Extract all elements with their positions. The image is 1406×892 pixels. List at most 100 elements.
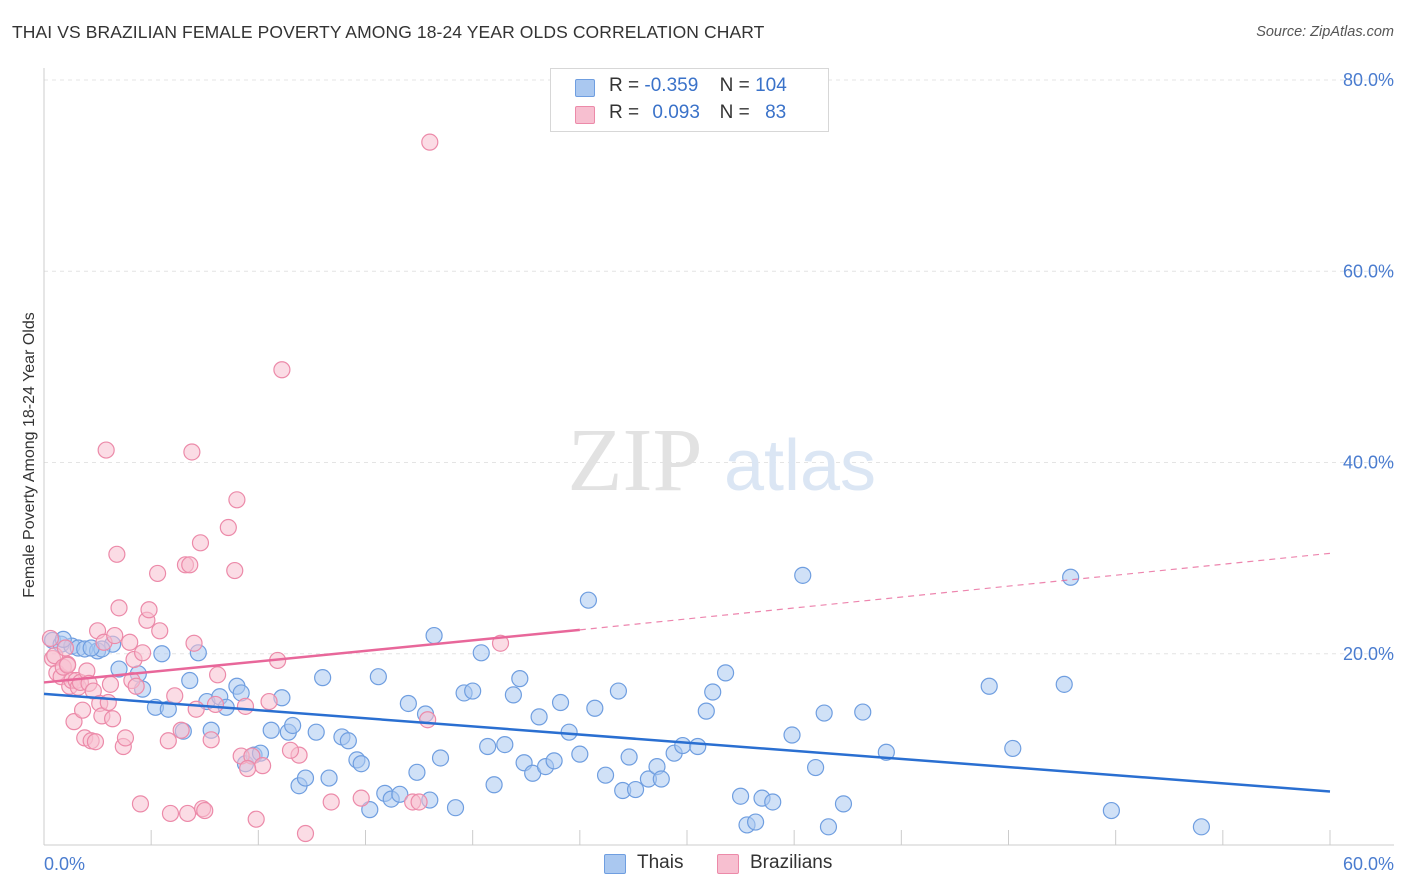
x-tick-label: 60.0% <box>1343 854 1394 874</box>
brazilian-point <box>219 518 237 537</box>
legend-r-label: R = <box>609 75 640 96</box>
thai-point <box>339 732 357 750</box>
thai-point <box>153 645 171 663</box>
brazilian-point <box>254 757 272 775</box>
thai-point <box>1192 818 1211 836</box>
thai-point <box>530 708 548 726</box>
thai-point <box>815 704 833 722</box>
legend-n-value: 104 <box>755 75 787 96</box>
watermark-atlas: atlas <box>724 426 876 506</box>
brazilian-point <box>322 793 340 811</box>
correlation-legend: R = -0.359 N = 104 R = 0.093 N = 83 <box>550 68 829 132</box>
thai-point <box>446 799 465 817</box>
brazilian-point <box>58 656 77 674</box>
brazilian-point <box>73 701 92 719</box>
thai-point <box>296 769 315 787</box>
brazilians-swatch <box>575 106 595 124</box>
thai-point <box>504 686 522 704</box>
brazilian-point <box>239 759 257 778</box>
thai-point <box>545 752 563 770</box>
brazilian-point <box>260 692 278 711</box>
legend-n-value: 83 <box>765 102 787 123</box>
thai-point <box>431 749 450 767</box>
legend-label-thais: Thais <box>637 852 684 873</box>
thai-point <box>794 566 812 584</box>
thai-point <box>369 668 387 686</box>
trend-lines <box>43 552 1331 793</box>
thai-point <box>361 801 379 819</box>
thai-point <box>652 770 670 788</box>
x-tick-label: 0.0% <box>44 854 85 874</box>
brazilian-point <box>103 710 122 728</box>
thai-point <box>511 670 529 688</box>
thai-point <box>472 644 490 662</box>
thai-point <box>314 669 332 687</box>
thai-point <box>408 763 426 781</box>
y-tick-label: 60.0% <box>1343 261 1394 281</box>
thai-point <box>746 813 765 831</box>
y-tick-label: 80.0% <box>1343 70 1394 90</box>
thai-point <box>262 721 280 739</box>
tick-labels: 20.0% 40.0% 60.0% 80.0% 0.0% 60.0% <box>44 70 1394 874</box>
y-tick-label: 40.0% <box>1343 453 1394 473</box>
brazilian-point <box>179 804 197 823</box>
brazilian-point <box>159 732 177 750</box>
brazilian-point <box>86 733 105 751</box>
thai-point <box>620 748 638 766</box>
source-credit: Source: ZipAtlas.com <box>1256 24 1394 40</box>
thai-point <box>496 735 514 754</box>
axes <box>43 68 1394 846</box>
brazilian-point <box>352 789 370 807</box>
brazilian-point <box>421 133 439 151</box>
legend-label-brazilians: Brazilians <box>750 852 833 873</box>
brazilian-point <box>419 711 437 729</box>
thai-point <box>764 793 782 811</box>
thai-point <box>697 702 715 720</box>
thais-trend-line <box>43 692 1331 793</box>
y-tick-label: 20.0% <box>1343 644 1394 664</box>
thai-point <box>320 769 338 787</box>
brazilian-point <box>56 639 75 657</box>
thais-swatch <box>604 854 626 874</box>
brazilians-trend-extension <box>579 552 1331 631</box>
legend-r-value: 0.093 <box>652 102 700 123</box>
thai-point <box>284 716 302 735</box>
thai-point <box>731 787 750 805</box>
brazilian-point <box>247 810 265 828</box>
brazilian-point <box>183 443 201 461</box>
thai-point <box>834 795 853 813</box>
legend-r-value: -0.359 <box>644 75 699 96</box>
thai-point <box>485 776 503 794</box>
brazilian-point <box>296 824 315 843</box>
brazilian-point <box>65 713 83 731</box>
data-points <box>41 133 1211 843</box>
thai-point <box>391 785 409 803</box>
legend-n-label: N = <box>719 75 750 96</box>
thai-point <box>674 736 692 755</box>
gridlines <box>44 79 1394 655</box>
thai-point <box>425 626 443 645</box>
brazilian-point <box>101 675 120 693</box>
brazilian-point <box>196 801 214 820</box>
thai-point <box>704 683 722 701</box>
thai-point <box>806 758 825 777</box>
thai-point <box>819 818 838 836</box>
thai-point <box>110 660 128 678</box>
brazilian-point <box>97 441 115 459</box>
thai-point <box>479 737 497 756</box>
brazilian-point <box>226 561 244 580</box>
thai-point <box>716 664 735 682</box>
brazilian-point <box>181 556 199 574</box>
brazilian-point <box>110 599 128 617</box>
chart-title: THAI VS BRAZILIAN FEMALE POVERTY AMONG 1… <box>12 22 765 42</box>
watermark-zip: ZIP <box>568 411 703 510</box>
brazilian-point <box>99 693 117 712</box>
thai-point <box>609 682 628 700</box>
brazilian-point <box>151 622 169 640</box>
thai-point <box>1055 675 1073 693</box>
brazilians-swatch <box>717 854 739 874</box>
brazilian-point <box>127 677 145 695</box>
thai-point <box>586 699 604 717</box>
thai-point <box>980 677 998 695</box>
